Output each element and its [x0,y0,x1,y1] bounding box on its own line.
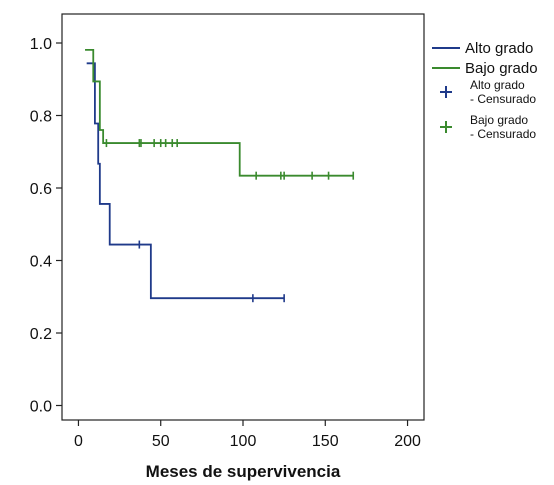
y-tick-label: 0.6 [30,181,52,198]
legend-label: Alto grado [470,78,525,92]
x-tick-label: 0 [74,433,83,450]
series-line-alto-grado [86,62,285,300]
series-layer [85,48,354,300]
y-tick-label: 0.8 [30,109,52,126]
x-axis: 0 50 100 150 200 [74,420,421,450]
y-tick-label: 0.4 [30,254,52,271]
legend-label-suffix: - Censurado [470,127,536,141]
series-line-bajo-grado [85,48,354,177]
legend-label-suffix: - Censurado [470,92,536,106]
censor-layer [105,139,355,303]
legend-label: Alto grado [465,40,533,57]
x-tick-label: 200 [394,433,421,450]
legend-label: Bajo grado [465,60,538,77]
x-tick-label: 150 [312,433,339,450]
legend-label: Bajo grado [470,113,528,127]
plot-frame [61,13,425,421]
y-tick-label: 1.0 [30,36,52,53]
x-axis-title: Meses de supervivencia [146,462,341,481]
y-axis: 0.0 0.2 0.4 0.6 0.8 1.0 [30,36,62,416]
x-tick-label: 50 [152,433,170,450]
y-tick-label: 0.2 [30,326,52,343]
x-tick-label: 100 [230,433,257,450]
y-tick-label: 0.0 [30,399,52,416]
